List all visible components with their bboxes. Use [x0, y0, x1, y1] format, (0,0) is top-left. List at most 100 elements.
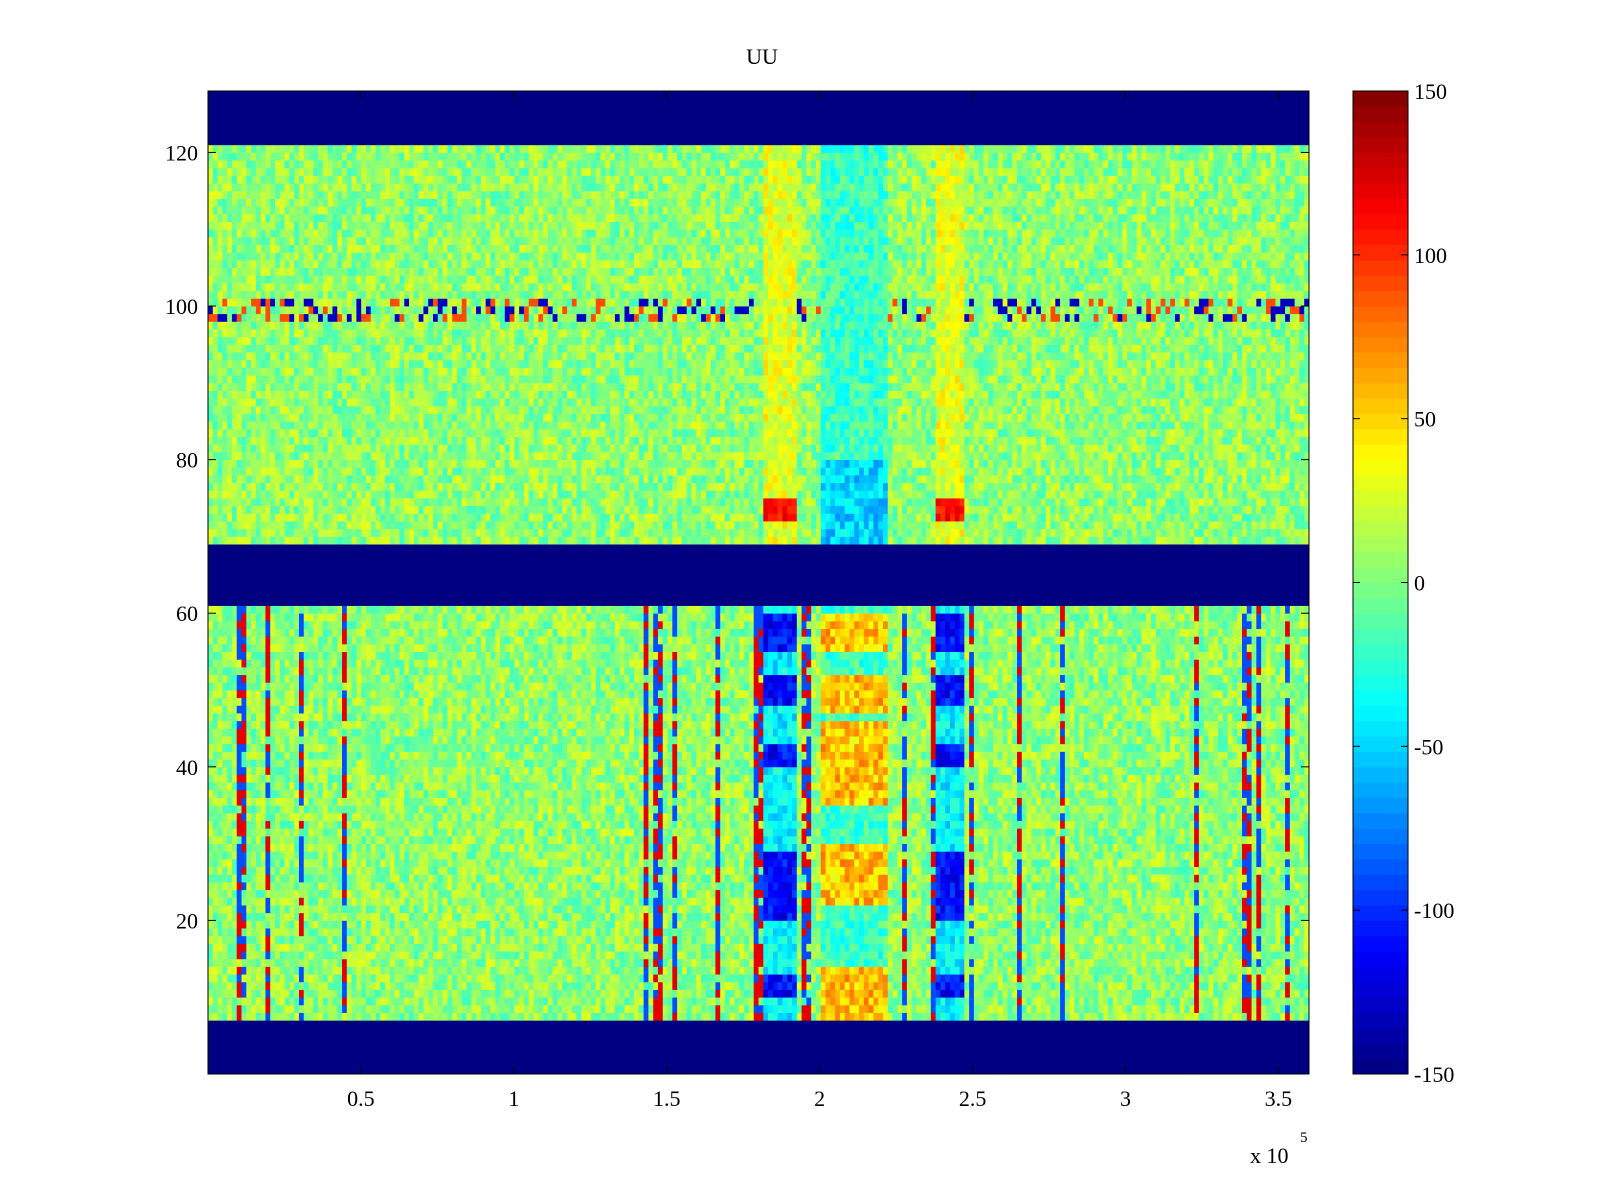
heatmap-cell [787, 1036, 792, 1044]
heatmap-cell [902, 1059, 907, 1067]
heatmap-cell [921, 982, 926, 990]
heatmap-cell [356, 959, 361, 967]
heatmap-cell [553, 1005, 558, 1013]
heatmap-cell [1299, 943, 1304, 951]
heatmap-cell [538, 982, 543, 990]
heatmap-cell [337, 1028, 342, 1036]
heatmap-cell [514, 1043, 519, 1051]
heatmap-cell [452, 1020, 457, 1028]
heatmap-cell [1031, 982, 1036, 990]
heatmap-cell [423, 936, 428, 944]
heatmap-cell [1079, 1013, 1084, 1021]
heatmap-cell [519, 1013, 524, 1021]
heatmap-cell [754, 1043, 759, 1051]
heatmap-cell [237, 951, 242, 959]
heatmap-cell [294, 1066, 299, 1074]
heatmap-cell [318, 1066, 323, 1074]
heatmap-cell [299, 1028, 304, 1036]
heatmap-cell [840, 982, 845, 990]
heatmap-cell [557, 997, 562, 1005]
heatmap-cell [811, 920, 816, 928]
heatmap-cell [490, 1005, 495, 1013]
heatmap-cell [720, 905, 725, 913]
heatmap-cell [553, 990, 558, 998]
heatmap-cell [969, 1043, 974, 1051]
heatmap-cell [845, 943, 850, 951]
heatmap-cell [993, 951, 998, 959]
heatmap-cell [548, 1020, 553, 1028]
heatmap-cell [974, 1020, 979, 1028]
heatmap-cell [615, 1059, 620, 1067]
heatmap-cell [682, 990, 687, 998]
heatmap-cell [505, 959, 510, 967]
heatmap-cell [213, 1066, 218, 1074]
heatmap-cell [285, 1013, 290, 1021]
heatmap-cell [299, 982, 304, 990]
heatmap-cell [1132, 1051, 1137, 1059]
heatmap-cell [1084, 951, 1089, 959]
heatmap-cell [1271, 974, 1276, 982]
heatmap-cell [878, 928, 883, 936]
heatmap-cell [648, 913, 653, 921]
heatmap-cell [912, 1043, 917, 1051]
heatmap-cell [744, 1043, 749, 1051]
heatmap-cell [486, 997, 491, 1005]
heatmap-cell [663, 913, 668, 921]
heatmap-cell [864, 1005, 869, 1013]
heatmap-cell [696, 990, 701, 998]
heatmap-cell [1031, 1013, 1036, 1021]
heatmap-cell [902, 1013, 907, 1021]
heatmap-cell [1232, 1020, 1237, 1028]
heatmap-cell [768, 959, 773, 967]
heatmap-cell [893, 951, 898, 959]
heatmap-cell [787, 951, 792, 959]
heatmap-cell [1079, 936, 1084, 944]
heatmap-cell [1295, 990, 1300, 998]
heatmap-cell [419, 1028, 424, 1036]
heatmap-cell [318, 905, 323, 913]
heatmap-cell [462, 1051, 467, 1059]
heatmap-cell [1079, 1066, 1084, 1074]
heatmap-cell [601, 951, 606, 959]
heatmap-cell [983, 943, 988, 951]
heatmap-cell [452, 943, 457, 951]
heatmap-cell [505, 936, 510, 944]
heatmap-cell [596, 997, 601, 1005]
heatmap-cell [1079, 997, 1084, 1005]
heatmap-cell [720, 1013, 725, 1021]
heatmap-cell [1041, 997, 1046, 1005]
heatmap-cell [1012, 974, 1017, 982]
heatmap-cell [332, 1005, 337, 1013]
heatmap-cell [380, 936, 385, 944]
heatmap-cell [945, 1036, 950, 1044]
heatmap-cell [328, 959, 333, 967]
heatmap-cell [443, 1036, 448, 1044]
heatmap-cell [208, 990, 213, 998]
heatmap-cell [902, 974, 907, 982]
heatmap-cell [275, 974, 280, 982]
heatmap-cell [869, 1059, 874, 1067]
heatmap-cell [830, 974, 835, 982]
heatmap-cell [907, 905, 912, 913]
heatmap-cell [457, 1005, 462, 1013]
heatmap-cell [1046, 943, 1051, 951]
heatmap-cell [1242, 959, 1247, 967]
heatmap-cell [399, 959, 404, 967]
heatmap-cell [711, 959, 716, 967]
heatmap-cell [1261, 1013, 1266, 1021]
heatmap-cell [782, 990, 787, 998]
heatmap-cell [1271, 990, 1276, 998]
heatmap-cell [735, 990, 740, 998]
heatmap-cell [878, 1013, 883, 1021]
heatmap-cell [428, 1005, 433, 1013]
heatmap-cell [1242, 913, 1247, 921]
heatmap-cell [955, 966, 960, 974]
heatmap-cell [1194, 943, 1199, 951]
heatmap-cell [222, 1059, 227, 1067]
heatmap-cell [591, 1005, 596, 1013]
heatmap-cell [821, 1013, 826, 1021]
heatmap-cell [423, 1005, 428, 1013]
heatmap-cell [639, 990, 644, 998]
heatmap-cell [1290, 1020, 1295, 1028]
heatmap-cell [955, 1051, 960, 1059]
